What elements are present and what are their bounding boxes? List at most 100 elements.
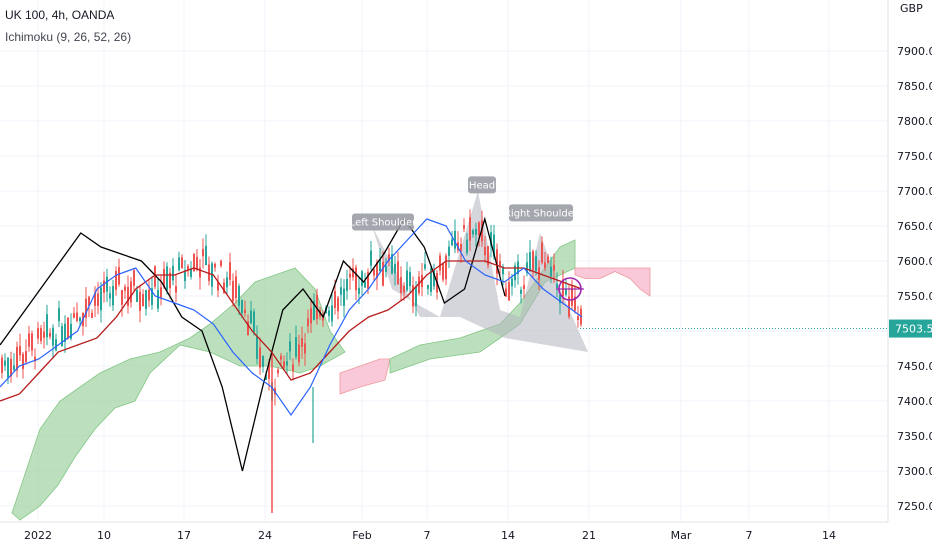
candle-body (574, 296, 576, 311)
candle-body (406, 270, 408, 291)
candle-body (310, 308, 312, 324)
time-tick-label: 14 (501, 529, 515, 542)
time-tick-label: 2022 (24, 529, 52, 542)
candle-body (433, 269, 435, 287)
candle-body (94, 292, 96, 306)
candle-body (232, 281, 234, 302)
conversion-line (0, 218, 583, 417)
candle-body (43, 331, 45, 338)
candle-body (400, 277, 402, 293)
candle-body (7, 357, 9, 378)
candle-body (133, 270, 135, 286)
last-price-tag: 7503.5 (580, 319, 932, 338)
candle-body (22, 353, 24, 369)
price-tick-label: 7600.0 (897, 255, 932, 268)
candle-body (448, 246, 450, 256)
candle-body (301, 338, 303, 347)
candle-body (10, 358, 12, 377)
candle-body (511, 278, 513, 287)
candle-body (313, 300, 315, 321)
time-tick-label: 7 (746, 529, 753, 542)
candle-body (490, 232, 492, 246)
candle-body (373, 269, 375, 276)
candle-body (568, 296, 570, 317)
candle-body (46, 314, 48, 338)
candle-body (553, 264, 555, 271)
candle-body (424, 264, 426, 269)
candle-body (37, 328, 39, 339)
candle-body (577, 316, 579, 320)
time-axis[interactable]: 2022 10 17 24 Feb 7 14 21 Mar 7 14 (24, 529, 836, 542)
candle-body (304, 343, 306, 354)
candle-body (4, 360, 6, 366)
candle-body (202, 249, 204, 257)
candle-body (139, 291, 141, 311)
candle-body (550, 266, 552, 277)
candle-body (430, 268, 432, 292)
candle-body (526, 262, 528, 274)
candle-body (220, 260, 222, 266)
candle-body (25, 351, 27, 362)
candle-body (13, 365, 15, 370)
base-line (0, 260, 583, 402)
candle-body (475, 228, 477, 235)
candle-body (40, 328, 42, 342)
candle-body (508, 282, 510, 301)
candle-body (244, 309, 246, 314)
annotation-label: Head (469, 180, 495, 191)
candle-body (328, 310, 330, 316)
candle-body (154, 266, 156, 287)
annotation-label: Left Shoulder (350, 218, 417, 229)
annotation-label-bg (509, 204, 573, 222)
candle-body (55, 339, 57, 351)
candle-body (562, 279, 564, 297)
candle-body (391, 253, 393, 274)
candle-body (184, 270, 186, 282)
price-axis-bg (888, 0, 932, 522)
candle-body (298, 344, 300, 363)
candle-body (541, 242, 543, 263)
candle-body (340, 287, 342, 295)
time-tick-label: 10 (97, 529, 111, 542)
candle-body (124, 286, 126, 291)
candle-body (229, 262, 231, 280)
candle-body (460, 243, 462, 252)
candle-body (85, 298, 87, 318)
candle-body (208, 264, 210, 281)
candle-body (91, 312, 93, 318)
price-tick-label: 7400.0 (897, 395, 932, 408)
candle-body (532, 251, 534, 271)
candle-body (16, 346, 18, 371)
candle-body (262, 356, 264, 367)
candle-body (259, 347, 261, 368)
price-tick-label: 7700.0 (897, 185, 932, 198)
candle-body (343, 288, 345, 306)
candle-body (148, 289, 150, 301)
candle-body (256, 336, 258, 359)
candle-body (61, 326, 63, 347)
candle-body (181, 257, 183, 269)
candle-body (472, 230, 474, 235)
candle-body (130, 281, 132, 303)
candle-body (505, 288, 507, 297)
candle-body (520, 289, 522, 294)
indicator-legend[interactable]: Ichimoku (9, 26, 52, 26) (5, 30, 131, 44)
candle-body (277, 369, 279, 374)
candle-body (346, 278, 348, 291)
candle-body (493, 234, 495, 257)
candle-body (19, 345, 21, 356)
candle-body (136, 290, 138, 302)
candle-body (358, 287, 360, 294)
candle-body (364, 281, 366, 288)
candle-body (478, 222, 480, 235)
candle-body (109, 293, 111, 299)
cloud-bearish-future (574, 267, 651, 297)
price-tick-label: 7550.0 (897, 290, 932, 303)
candle-body (514, 265, 516, 281)
annotation-label-bg (352, 213, 414, 231)
symbol-title[interactable]: UK 100, 4h, OANDA (5, 8, 114, 22)
candle-body (112, 286, 114, 306)
candle-body (445, 255, 447, 280)
